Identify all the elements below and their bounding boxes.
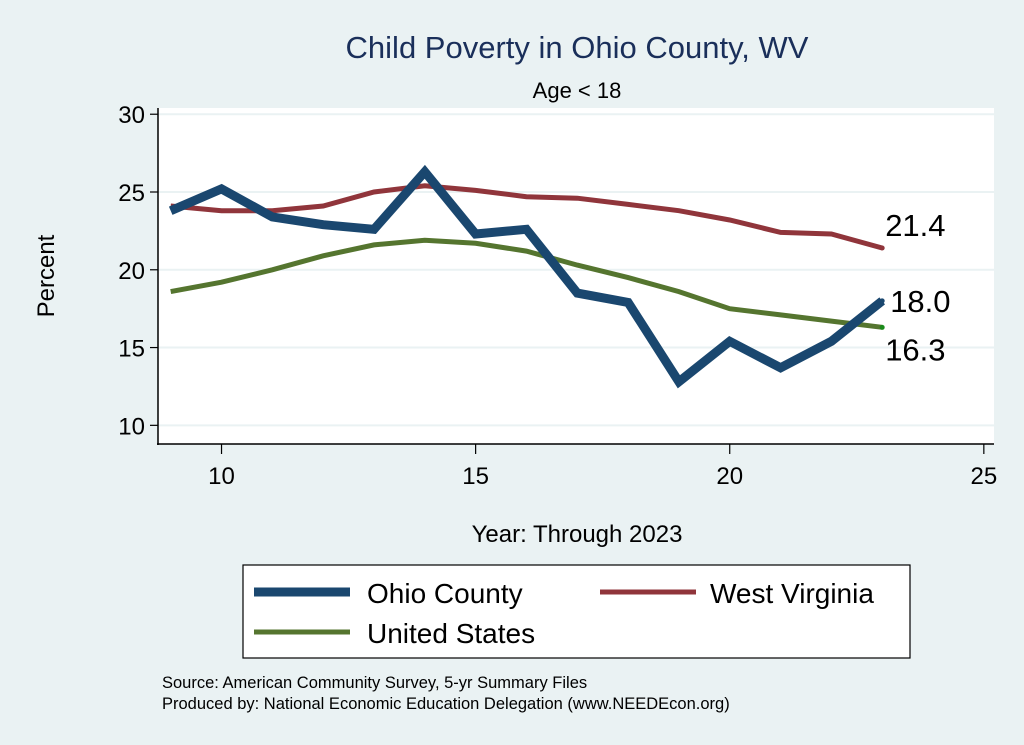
y-tick-label-15: 15	[118, 336, 145, 363]
plot-area	[158, 108, 994, 444]
x-tick-label-25: 25	[970, 463, 997, 490]
x-axis-label: Year: Through 2023	[472, 521, 683, 548]
x-tick-label-20: 20	[716, 463, 743, 490]
legend-box	[242, 564, 911, 659]
y-tick-label-25: 25	[118, 180, 145, 207]
series-line-ohio-county	[168, 164, 886, 389]
end-labels: 18.0 21.4 16.3	[885, 208, 950, 367]
gridlines	[158, 113, 994, 427]
legend: Ohio County West Virginia United States	[242, 564, 911, 659]
y-axis-label: Percent	[33, 234, 60, 317]
series-line-west-virginia	[170, 183, 883, 251]
source-note: Source: American Community Survey, 5-yr …	[162, 674, 587, 692]
y-tick-label-10: 10	[118, 413, 145, 440]
x-tick-label-15: 15	[462, 463, 489, 490]
x-tick-label-10: 10	[208, 463, 235, 490]
producer-note: Produced by: National Economic Education…	[162, 695, 730, 713]
series-endpoint-ohio-county	[879, 298, 885, 304]
series-endpoint-united-states	[879, 324, 885, 330]
series-group	[168, 164, 886, 389]
y-tick-label-30: 30	[118, 102, 145, 129]
legend-label-united-states: United States	[367, 618, 535, 649]
chart-subtitle: Age < 18	[533, 78, 622, 103]
x-axis-ticks: 10 15 20 25	[208, 444, 997, 490]
series-endpoint-west-virginia	[879, 245, 885, 251]
y-tick-label-20: 20	[118, 258, 145, 285]
legend-label-west-virginia: West Virginia	[710, 578, 874, 609]
y-axis-ticks: 10 15 20 25 30	[118, 102, 158, 440]
series-line-united-states	[170, 237, 883, 330]
end-label-ohio-county: 18.0	[890, 284, 950, 319]
legend-label-ohio-county: Ohio County	[367, 578, 523, 609]
end-label-united-states: 16.3	[885, 332, 945, 367]
end-label-west-virginia: 21.4	[885, 208, 945, 243]
chart-title: Child Poverty in Ohio County, WV	[346, 30, 809, 65]
